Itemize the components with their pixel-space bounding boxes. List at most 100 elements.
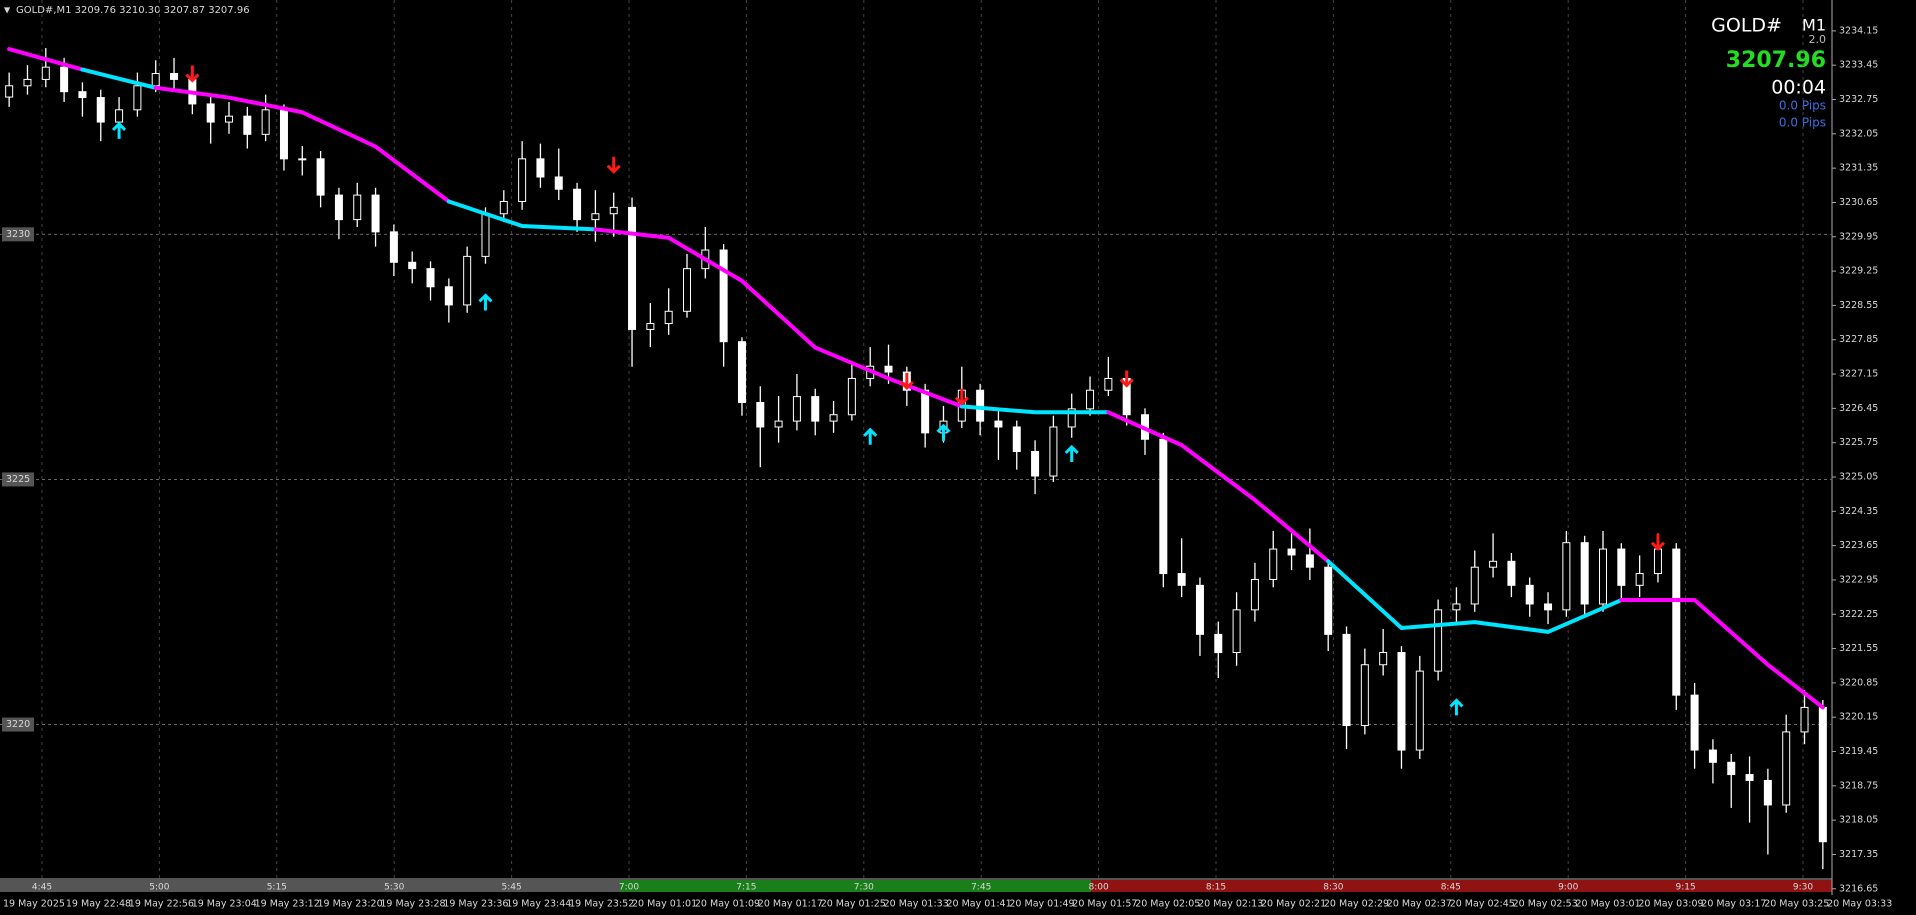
info-price: 3207.96 [1726,48,1826,73]
candle-body [976,389,985,422]
moving-average [1326,559,1624,634]
menu-icon[interactable]: ▼ [4,6,11,15]
candle-body [1104,377,1113,391]
moving-average [446,199,598,232]
session-label: 7:30 [854,883,874,893]
candle-body [683,268,691,312]
session-label: 7:45 [971,883,991,893]
session-label: 7:15 [736,883,756,893]
time-label: 19 May 23:44 [506,899,571,910]
session-band-green [620,880,1091,892]
candle-body [829,414,838,422]
time-label: 20 May 01:33 [884,899,949,910]
moving-average [1106,410,1331,564]
candle-body [96,97,105,123]
buy-arrow [1064,444,1079,462]
level-label-box [2,472,34,487]
chart-title: GOLD#,M1 3209.76 3210.30 3207.87 3207.96 [16,5,250,16]
y-tick-label: 3216.65 [1839,883,1878,894]
candle-body [628,206,637,330]
y-tick-label: 3222.25 [1839,609,1878,620]
time-label: 20 May 02:29 [1324,899,1389,910]
moving-average [1619,598,1825,710]
candle-body [279,109,288,160]
time-label: 20 May 03:25 [1764,899,1829,910]
candle-body [554,176,563,190]
time-label: 19 May 23:52 [569,899,634,910]
candle-body [1415,670,1424,751]
candle-body [1489,560,1498,568]
time-label: 20 May 01:17 [758,899,823,910]
candle-body [481,213,490,257]
y-tick-label: 3230.65 [1839,197,1878,208]
y-tick-label: 3224.35 [1839,506,1878,517]
candle-body [1507,560,1516,586]
candle-body [1031,451,1040,477]
candle-body [774,420,783,428]
candle-body [518,158,527,202]
y-tick-label: 3225.75 [1839,437,1878,448]
y-tick-label: 3232.75 [1839,94,1878,105]
candle-body [1232,609,1241,653]
session-label: 8:45 [1441,883,1461,893]
time-label: 20 May 02:13 [1198,899,1263,910]
candle-body [1580,542,1589,605]
candle-body [792,396,801,422]
candle-body [1049,426,1058,477]
moving-average [80,67,158,90]
session-label: 5:00 [149,883,169,893]
level-label-box [2,227,34,242]
candle-body [426,268,435,288]
candle-body [225,115,233,123]
candle-body [60,66,69,93]
candle-body [646,323,655,330]
time-label: 20 May 01:57 [1072,899,1137,910]
candle-body [1434,609,1443,672]
level-label: 3225 [6,474,30,485]
sell-arrow [954,388,969,406]
candle-body [1525,584,1534,605]
session-label: 8:30 [1323,883,1343,893]
time-label: 20 May 01:09 [695,899,760,910]
time-label: 19 May 23:36 [443,899,508,910]
candle-body [408,261,417,270]
candle-body [1342,633,1351,727]
candle-body [1800,706,1809,733]
candle-body [573,188,582,221]
time-label: 19 May 22:56 [129,899,194,910]
candle-body [1708,749,1717,763]
session-label: 8:15 [1206,883,1226,893]
sell-arrow [899,372,914,391]
info-spread: 2.0 [1809,33,1827,46]
candle-body [591,213,600,221]
candle-body [23,78,32,87]
session-label: 5:30 [384,883,404,893]
candle-body [1617,548,1626,586]
candle-body [1653,548,1662,575]
buy-arrow [112,121,127,139]
session-label: 9:30 [1793,883,1813,893]
time-label: 20 May 01:49 [1009,899,1074,910]
y-tick-label: 3229.95 [1839,231,1878,242]
session-label: 9:00 [1558,883,1578,893]
candle-body [664,310,673,325]
candle-body [5,85,14,98]
y-tick-label: 3217.35 [1839,849,1878,860]
moving-average [959,404,1111,415]
y-tick-label: 3221.55 [1839,643,1878,654]
y-tick-label: 3223.65 [1839,540,1878,551]
candle-body [1159,438,1168,575]
session-label: 7:00 [619,883,639,893]
time-label: 20 May 01:25 [821,899,886,910]
candle-body [1782,731,1791,806]
candle-body [1195,584,1204,635]
candle-body [811,396,820,422]
sell-arrow [606,156,621,174]
candle-body [1012,426,1021,453]
moving-average [153,85,451,204]
candle-body [1690,694,1699,751]
candle-body [444,286,453,306]
candle-body [1067,408,1076,428]
time-label: 19 May 23:12 [255,899,320,910]
